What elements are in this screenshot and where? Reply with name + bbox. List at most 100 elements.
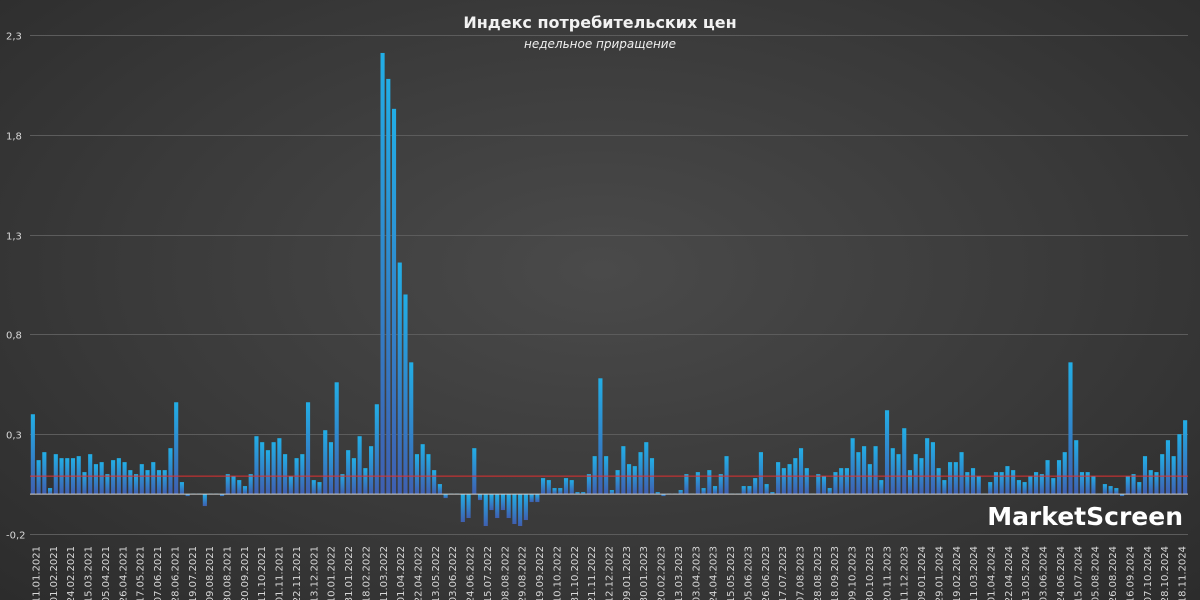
bar xyxy=(248,474,253,495)
y-axis-tick-labels: -0,2 0,3 0,8 1,3 1,8 2,3 xyxy=(6,32,26,542)
bar xyxy=(936,468,941,495)
bar xyxy=(500,494,506,511)
bar xyxy=(334,382,339,495)
bar xyxy=(53,454,58,495)
bar xyxy=(283,454,288,495)
bar xyxy=(369,446,374,495)
x-tick-label: 20.02.2023 xyxy=(657,546,668,600)
bar xyxy=(36,460,41,495)
bar xyxy=(99,462,104,495)
bar xyxy=(174,402,179,495)
x-tick-label: 11.01.2021 xyxy=(32,546,43,600)
bar xyxy=(569,480,574,495)
x-tick-label: 07.08.2023 xyxy=(796,546,807,600)
x-tick-label: 24.04.2023 xyxy=(709,546,720,600)
x-tick-label: 09.08.2021 xyxy=(205,546,216,600)
bar xyxy=(627,464,632,495)
bar xyxy=(414,454,420,495)
bar xyxy=(477,494,483,501)
bar xyxy=(586,474,591,495)
x-tick-label: 09.10.2023 xyxy=(848,546,859,600)
x-tick-label: 11.03.2024 xyxy=(969,546,980,600)
x-tick-label: 15.07.2022 xyxy=(483,546,494,600)
bar xyxy=(621,446,626,495)
bar xyxy=(105,474,110,495)
x-tick-label: 17.07.2023 xyxy=(778,546,789,600)
x-tick-label: 15.03.2021 xyxy=(84,546,95,600)
bar xyxy=(346,450,351,495)
bar xyxy=(1011,470,1016,495)
bar xyxy=(128,470,133,495)
x-tick-label: 10.10.2022 xyxy=(552,546,563,600)
bar xyxy=(1039,474,1044,495)
x-tick-label: 16.09.2024 xyxy=(1125,546,1136,600)
x-tick-label: 09.01.2023 xyxy=(622,546,633,600)
bar xyxy=(82,472,87,495)
bar xyxy=(1091,476,1096,495)
bar xyxy=(896,454,901,495)
bar xyxy=(162,470,167,495)
bar xyxy=(839,468,844,495)
x-tick-label: 13.05.2022 xyxy=(431,546,442,600)
x-tick-label: 03.06.2022 xyxy=(448,546,459,600)
bar xyxy=(844,468,849,495)
bar xyxy=(1062,452,1067,495)
bar xyxy=(615,470,620,495)
bar xyxy=(156,470,162,495)
bar xyxy=(495,494,500,519)
bar xyxy=(1108,486,1113,495)
x-tick-label: 15.07.2024 xyxy=(1073,546,1084,600)
bar xyxy=(850,438,855,495)
x-tick-label: 10.01.2022 xyxy=(327,546,338,600)
x-tick-label: 22.04.2024 xyxy=(1004,546,1015,600)
bar xyxy=(265,450,270,495)
bar xyxy=(340,474,345,495)
x-tick-label: 01.04.2022 xyxy=(396,546,407,600)
bar xyxy=(930,442,935,495)
bar xyxy=(122,462,127,495)
bar xyxy=(1051,478,1056,495)
bar xyxy=(219,494,225,497)
y-tick-label: -0,2 xyxy=(6,531,26,542)
x-tick-label: 11.10.2021 xyxy=(257,546,268,600)
bar xyxy=(231,476,236,495)
bar xyxy=(512,494,517,525)
bar xyxy=(1079,472,1085,495)
bar xyxy=(1177,434,1182,495)
bar xyxy=(437,484,442,495)
x-tick-label: 19.07.2021 xyxy=(188,546,199,600)
bar xyxy=(42,452,47,495)
bar xyxy=(271,442,276,495)
bar xyxy=(718,474,723,495)
bar xyxy=(1034,472,1039,495)
bar xyxy=(604,456,609,495)
bar xyxy=(644,442,649,495)
x-tick-label: 22.11.2021 xyxy=(292,546,303,600)
bar xyxy=(707,470,712,495)
bar xyxy=(684,474,689,495)
x-tick-label: 22.04.2022 xyxy=(414,546,425,600)
x-axis-tick-labels: 11.01.2021 01.02.2021 24.02.2021 15.03.2021… xyxy=(32,546,1189,600)
bar xyxy=(804,468,809,495)
x-tick-label: 24.02.2021 xyxy=(66,546,77,600)
x-tick-label: 21.11.2022 xyxy=(587,546,598,600)
x-tick-label: 20.11.2023 xyxy=(882,546,893,600)
bar xyxy=(925,438,930,495)
bar xyxy=(965,472,970,495)
bar xyxy=(1125,476,1130,495)
bar xyxy=(1085,472,1090,495)
brand-logo: MarketScreen xyxy=(987,502,1183,531)
bar xyxy=(1165,440,1170,495)
y-tick-label: 2,3 xyxy=(6,32,22,43)
bar xyxy=(753,478,758,495)
bar xyxy=(1016,480,1021,495)
bar xyxy=(1160,454,1165,495)
bar xyxy=(890,448,895,495)
x-tick-label: 05.04.2021 xyxy=(101,546,112,600)
bar xyxy=(816,474,821,495)
bar xyxy=(1068,362,1073,495)
bar xyxy=(747,486,752,495)
bar xyxy=(879,480,884,495)
bar xyxy=(151,462,156,495)
x-tick-label: 31.01.2022 xyxy=(344,546,355,600)
